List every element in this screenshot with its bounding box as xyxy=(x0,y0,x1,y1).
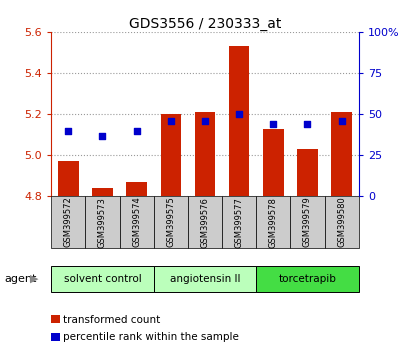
Bar xyxy=(153,266,256,292)
Text: GSM399580: GSM399580 xyxy=(336,197,345,247)
Text: GSM399579: GSM399579 xyxy=(302,197,311,247)
Bar xyxy=(92,188,112,196)
Text: ▶: ▶ xyxy=(29,274,38,284)
Point xyxy=(270,121,276,127)
Text: solvent control: solvent control xyxy=(63,274,141,284)
Text: GSM399573: GSM399573 xyxy=(98,197,107,247)
Text: transformed count: transformed count xyxy=(63,315,160,325)
Point xyxy=(65,128,72,133)
Bar xyxy=(51,196,85,248)
Text: GSM399576: GSM399576 xyxy=(200,197,209,247)
Text: GSM399578: GSM399578 xyxy=(268,197,277,247)
Bar xyxy=(160,114,181,196)
Bar xyxy=(290,196,324,248)
Point xyxy=(167,118,174,124)
Bar xyxy=(119,196,153,248)
Text: percentile rank within the sample: percentile rank within the sample xyxy=(63,332,238,342)
Bar xyxy=(58,161,79,196)
Bar xyxy=(330,112,351,196)
Point xyxy=(201,118,208,124)
Bar xyxy=(187,196,222,248)
Bar xyxy=(324,196,358,248)
Point xyxy=(303,121,310,127)
Point xyxy=(133,128,139,133)
Bar xyxy=(222,196,256,248)
Bar xyxy=(228,46,249,196)
Point xyxy=(235,111,242,117)
Title: GDS3556 / 230333_at: GDS3556 / 230333_at xyxy=(128,17,281,31)
Text: GSM399572: GSM399572 xyxy=(64,197,73,247)
Bar xyxy=(51,266,153,292)
Bar xyxy=(126,182,146,196)
Point xyxy=(99,133,106,138)
Bar xyxy=(256,266,358,292)
Text: torcetrapib: torcetrapib xyxy=(278,274,336,284)
Bar xyxy=(256,196,290,248)
Bar xyxy=(194,112,215,196)
Bar xyxy=(153,196,187,248)
Text: GSM399577: GSM399577 xyxy=(234,197,243,247)
Text: angiotensin II: angiotensin II xyxy=(169,274,240,284)
Point xyxy=(337,118,344,124)
Bar xyxy=(263,129,283,196)
Text: GSM399575: GSM399575 xyxy=(166,197,175,247)
Bar xyxy=(85,196,119,248)
Text: agent: agent xyxy=(4,274,36,284)
Text: GSM399574: GSM399574 xyxy=(132,197,141,247)
Bar xyxy=(297,149,317,196)
